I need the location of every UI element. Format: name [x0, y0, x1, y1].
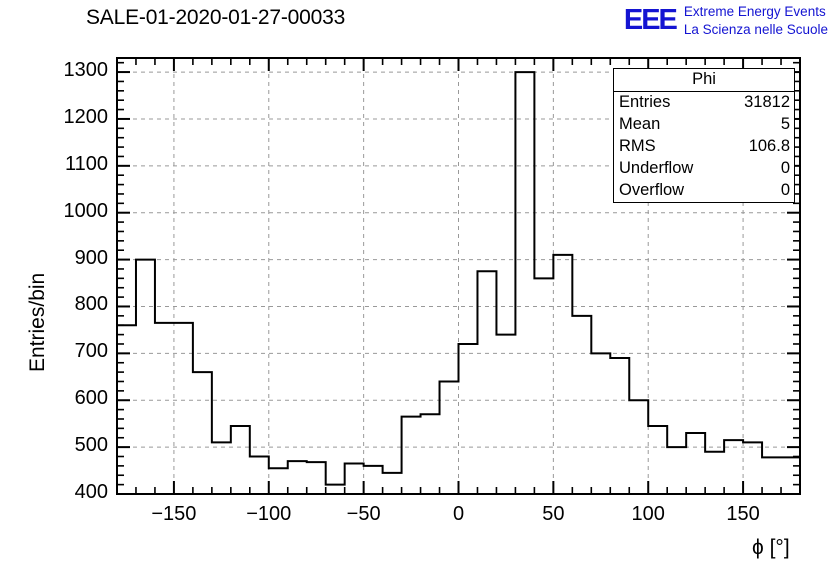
stats-row-key: Entries: [619, 93, 671, 111]
x-tick-label: −150: [151, 503, 197, 525]
y-tick-label: 400: [74, 481, 108, 503]
stats-row-value: 0: [780, 158, 790, 177]
stats-row-value: 0: [780, 180, 790, 199]
x-tick-label: −50: [346, 503, 381, 525]
stats-row-value: 31812: [744, 93, 790, 111]
x-tick-label: −100: [246, 503, 292, 525]
x-tick-label: 150: [726, 503, 760, 525]
x-tick-label: 100: [631, 503, 665, 525]
x-tick-label: 0: [452, 503, 465, 525]
eee-logo-line1: Extreme Energy Events: [683, 4, 826, 19]
plot-title: SALE-01-2020-01-27-00033: [86, 6, 346, 29]
eee-logo: EEE Extreme Energy Events La Scienza nel…: [624, 3, 828, 39]
y-tick-label: 900: [74, 246, 108, 269]
y-tick-label: 1100: [64, 152, 108, 175]
stats-title: Phi: [614, 69, 794, 92]
stats-row-value: 106.8: [748, 136, 790, 155]
stats-row-key: Mean: [619, 114, 661, 133]
stats-row-key: Underflow: [619, 158, 694, 177]
stats-row: Underflow 0: [614, 158, 794, 180]
y-tick-label: 500: [74, 434, 108, 457]
eee-logo-text: Extreme Energy Events La Scienza nelle S…: [684, 3, 828, 39]
histogram-outline: [116, 71, 801, 494]
stats-row: Mean 5: [614, 114, 794, 136]
y-tick-label: 1300: [63, 59, 109, 82]
x-tick-label: 50: [542, 503, 565, 525]
x-axis-title: ϕ [°]: [752, 536, 790, 559]
stats-row: Entries 31812: [614, 92, 794, 114]
eee-logo-mark: EEE: [623, 4, 678, 37]
stats-row: Overflow 0: [614, 180, 794, 202]
plot-frame: [116, 57, 801, 495]
stats-rows: Entries 31812 Mean 5 RMS 106.8 Underflow 0 Overf…: [614, 92, 794, 202]
y-tick-label: 1200: [63, 105, 109, 128]
stats-row: RMS 106.8: [614, 136, 794, 158]
stats-row-key: RMS: [619, 136, 656, 155]
y-tick-label: 600: [74, 387, 108, 410]
stats-row-value: 5: [780, 114, 790, 133]
stats-row-key: Overflow: [619, 180, 685, 199]
y-tick-label: 800: [74, 293, 108, 316]
stats-box[interactable]: Phi Entries 31812 Mean 5 RMS 106.8 Underflow 0 O…: [613, 68, 795, 203]
y-tick-label: 1000: [63, 199, 109, 222]
eee-logo-line2: La Scienza nelle Scuole: [683, 21, 828, 37]
y-tick-label: 700: [74, 340, 108, 363]
